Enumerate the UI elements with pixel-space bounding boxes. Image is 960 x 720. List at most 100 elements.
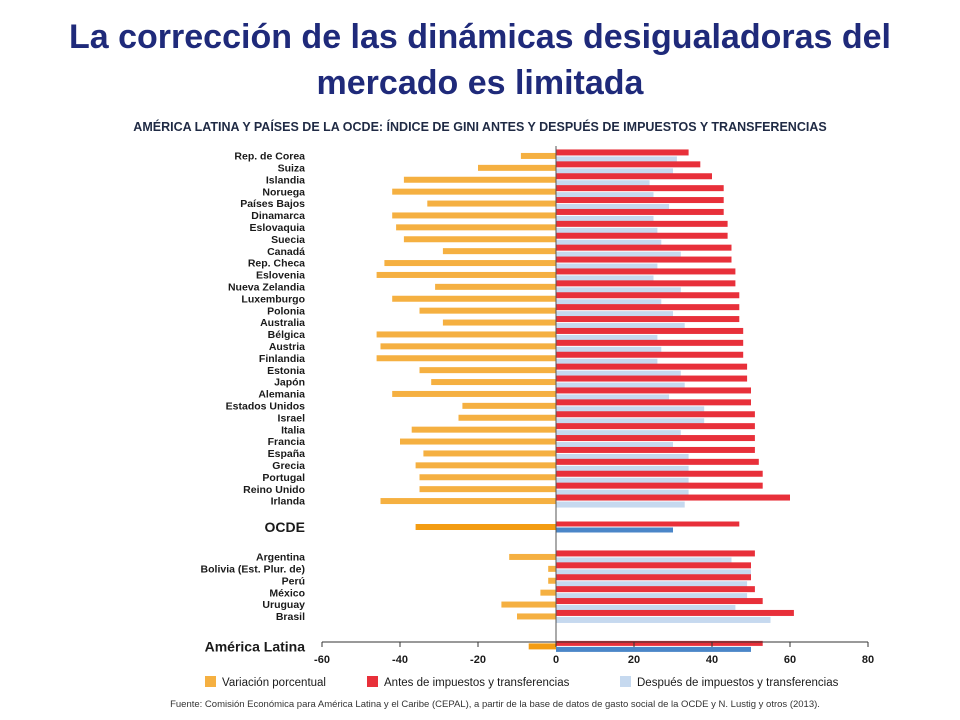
chart-title: AMÉRICA LATINA Y PAÍSES DE LA OCDE: ÍNDI… bbox=[133, 120, 827, 134]
bar-variation-italia bbox=[411, 426, 556, 433]
row-label-luxemburgo: Luxemburgo bbox=[241, 293, 305, 305]
bar-variation-nueva-zelandia bbox=[435, 283, 556, 290]
bar-variation-luxemburgo bbox=[392, 295, 556, 302]
bar-after-luxemburgo bbox=[556, 299, 662, 306]
bar-variation-australia bbox=[442, 319, 556, 326]
bar-after-austria bbox=[556, 346, 662, 353]
x-tick-label-1: -40 bbox=[392, 654, 408, 666]
bar-before-estados-unidos bbox=[556, 399, 751, 406]
row-label-japon: Japón bbox=[274, 377, 305, 389]
row-label-suiza: Suiza bbox=[278, 162, 306, 174]
bar-before-dinamarca bbox=[556, 208, 724, 215]
bar-before-belgica bbox=[556, 327, 744, 334]
bar-before-america-latina bbox=[556, 640, 763, 646]
bar-before-polonia bbox=[556, 304, 740, 311]
bar-variation-austria bbox=[380, 343, 556, 350]
row-label-rep-de-corea: Rep. de Corea bbox=[234, 151, 305, 163]
bar-before-australia bbox=[556, 316, 740, 323]
row-label-eslovaquia: Eslovaquia bbox=[250, 222, 306, 234]
bar-after-australia bbox=[556, 323, 685, 330]
bar-before-israel bbox=[556, 411, 755, 418]
bar-after-eslovaquia bbox=[556, 227, 658, 234]
row-label-australia: Australia bbox=[260, 317, 305, 329]
row-label-uruguay: Uruguay bbox=[262, 599, 305, 611]
row-label-eslovenia: Eslovenia bbox=[256, 270, 305, 282]
bar-variation-alemania bbox=[392, 390, 556, 397]
legend-label-variation: Variación porcentual bbox=[222, 677, 326, 689]
bar-variation-argentina bbox=[509, 553, 556, 560]
bar-variation-noruega bbox=[392, 188, 556, 195]
row-label-espana: España bbox=[268, 448, 306, 460]
bar-before-irlanda bbox=[556, 494, 790, 501]
row-label-nueva-zelandia: Nueva Zelandia bbox=[228, 281, 305, 293]
row-label-grecia: Grecia bbox=[272, 460, 305, 472]
x-tick-label-6: 60 bbox=[784, 654, 796, 666]
bar-after-uruguay bbox=[556, 605, 736, 612]
row-label-finlandia: Finlandia bbox=[259, 353, 305, 365]
bar-after-canada bbox=[556, 251, 681, 258]
row-label-suecia: Suecia bbox=[271, 234, 305, 246]
slide-title: La corrección de las dinámicas desiguala… bbox=[0, 14, 960, 106]
bar-variation-reino-unido bbox=[419, 486, 556, 493]
title-line-1: La corrección de las dinámicas desiguala… bbox=[69, 18, 891, 56]
bar-after-finlandia bbox=[556, 358, 658, 365]
bar-variation-portugal bbox=[419, 474, 556, 481]
row-label-estados-unidos: Estados Unidos bbox=[226, 400, 306, 412]
row-label-israel: Israel bbox=[278, 412, 306, 424]
bar-before-noruega bbox=[556, 185, 724, 192]
bar-after-ocde bbox=[556, 527, 673, 533]
bar-before-peru bbox=[556, 574, 751, 581]
legend-swatch-after bbox=[620, 676, 631, 687]
bar-after-islandia bbox=[556, 180, 650, 187]
bar-variation-irlanda bbox=[380, 498, 556, 505]
row-label-ocde: OCDE bbox=[265, 519, 305, 535]
x-tick-label-2: -20 bbox=[470, 654, 486, 666]
row-label-austria: Austria bbox=[269, 341, 305, 353]
bar-before-suecia bbox=[556, 232, 728, 239]
bar-after-italia bbox=[556, 430, 681, 437]
row-label-brasil: Brasil bbox=[276, 611, 305, 623]
row-label-bolivia-est-plur-de: Bolivia (Est. Plur. de) bbox=[201, 563, 305, 575]
row-label-canada: Canadá bbox=[267, 246, 305, 258]
bar-variation-francia bbox=[400, 438, 556, 445]
bar-before-eslovenia bbox=[556, 268, 736, 275]
bar-before-uruguay bbox=[556, 598, 763, 605]
bar-variation-rep-checa bbox=[384, 260, 556, 267]
bar-after-mexico bbox=[556, 593, 748, 600]
bar-variation-japon bbox=[431, 379, 556, 386]
bar-variation-islandia bbox=[403, 176, 556, 183]
bar-after-dinamarca bbox=[556, 215, 654, 222]
bar-variation-suecia bbox=[403, 236, 556, 243]
bar-variation-brasil bbox=[517, 613, 556, 620]
row-label-francia: Francia bbox=[268, 436, 306, 448]
bar-before-eslovaquia bbox=[556, 220, 728, 227]
bar-before-japon bbox=[556, 375, 748, 382]
bar-after-argentina bbox=[556, 557, 732, 564]
bar-before-portugal bbox=[556, 470, 763, 477]
bar-after-rep-checa bbox=[556, 263, 658, 270]
bar-before-rep-de-corea bbox=[556, 149, 689, 156]
row-label-america-latina: América Latina bbox=[205, 638, 306, 654]
bar-after-america-latina bbox=[556, 646, 751, 652]
bar-variation-bolivia-est-plur-de bbox=[548, 565, 556, 572]
bar-before-nueva-zelandia bbox=[556, 280, 736, 287]
source-note: Fuente: Comisión Económica para América … bbox=[170, 699, 820, 710]
bar-before-espana bbox=[556, 446, 755, 453]
bar-after-nueva-zelandia bbox=[556, 287, 681, 294]
legend-swatch-variation bbox=[205, 676, 216, 687]
bar-after-polonia bbox=[556, 311, 673, 318]
bar-before-francia bbox=[556, 435, 755, 442]
row-label-irlanda: Irlanda bbox=[271, 496, 306, 508]
bar-variation-rep-de-corea bbox=[520, 152, 556, 159]
bar-variation-espana bbox=[423, 450, 556, 457]
bar-after-suiza bbox=[556, 168, 673, 175]
row-label-polonia: Polonia bbox=[267, 305, 305, 317]
bar-after-espana bbox=[556, 453, 689, 460]
x-tick-label-7: 80 bbox=[862, 654, 874, 666]
bar-before-rep-checa bbox=[556, 256, 732, 263]
legend-swatch-before bbox=[367, 676, 378, 687]
bar-variation-estados-unidos bbox=[462, 402, 556, 409]
row-label-mexico: México bbox=[269, 587, 305, 599]
legend-label-before: Antes de impuestos y transferencias bbox=[384, 677, 570, 689]
